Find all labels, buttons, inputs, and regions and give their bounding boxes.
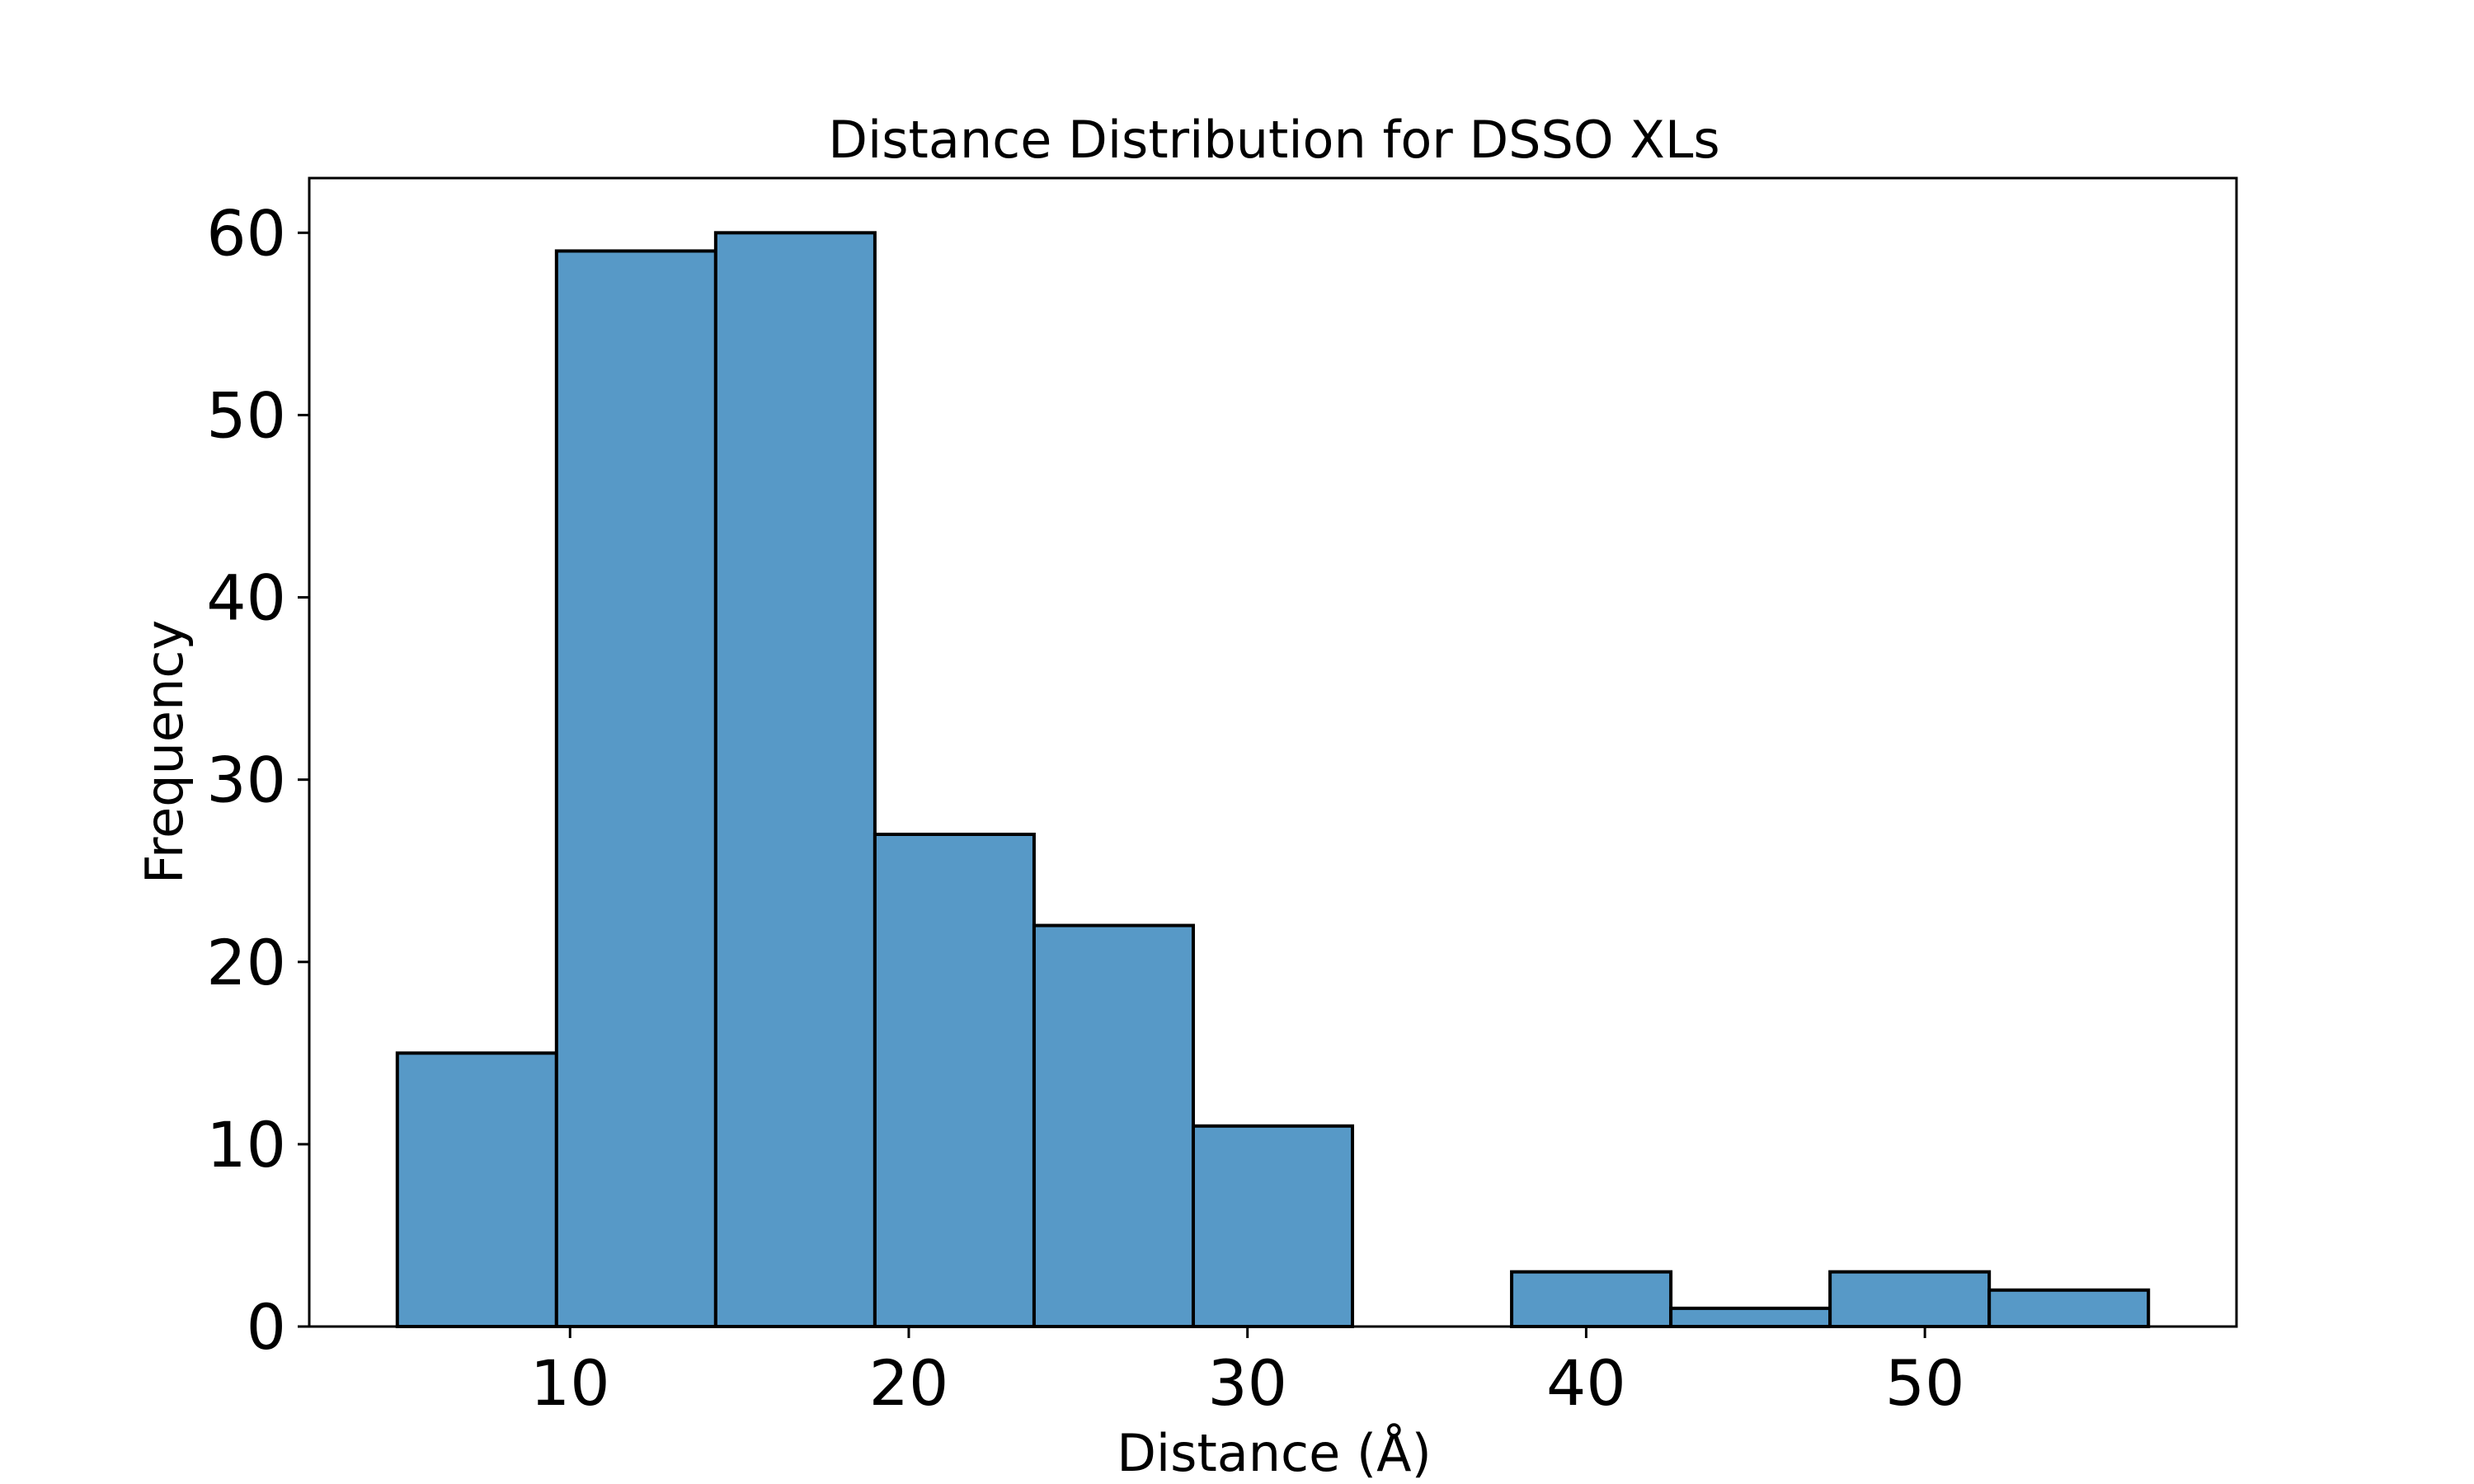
x-axis: 10 20 30 40 50 <box>530 1327 1965 1420</box>
y-axis: 0 10 20 30 40 50 60 <box>206 196 309 1364</box>
histogram-bar-8 <box>1669 1306 1832 1329</box>
histogram-bar-0 <box>395 1051 558 1329</box>
x-tick-label-3: 40 <box>1546 1346 1626 1420</box>
x-tick-label-1: 20 <box>869 1346 949 1420</box>
y-tick-label-0: 0 <box>247 1290 286 1364</box>
y-tick-label-3: 30 <box>206 744 286 817</box>
y-tick-label-2: 20 <box>206 926 286 999</box>
histogram-bar-1 <box>554 249 717 1328</box>
x-tick-label-0: 10 <box>530 1346 610 1420</box>
histogram-bar-2 <box>713 231 877 1328</box>
histogram-bar-5 <box>1191 1124 1355 1329</box>
bars-layer <box>395 231 2151 1329</box>
chart-title: Distance Distribution for DSSO XLs <box>828 110 1719 170</box>
plot-frame <box>308 176 2238 1328</box>
histogram-bar-3 <box>872 833 1036 1328</box>
y-tick-label-6: 60 <box>206 196 286 270</box>
x-tick-label-2: 30 <box>1207 1346 1287 1420</box>
histogram-bar-4 <box>1032 923 1195 1328</box>
y-tick-label-5: 50 <box>206 378 286 452</box>
y-axis-label: Frequency <box>134 620 195 884</box>
histogram-bar-7 <box>1510 1270 1673 1328</box>
y-tick-label-4: 40 <box>206 561 286 635</box>
x-tick-label-4: 50 <box>1885 1346 1965 1420</box>
y-tick-label-1: 10 <box>206 1108 286 1181</box>
histogram-bar-10 <box>1987 1288 2151 1329</box>
histogram-bar-9 <box>1828 1270 1992 1328</box>
x-axis-label: Distance (Å) <box>1117 1423 1432 1483</box>
